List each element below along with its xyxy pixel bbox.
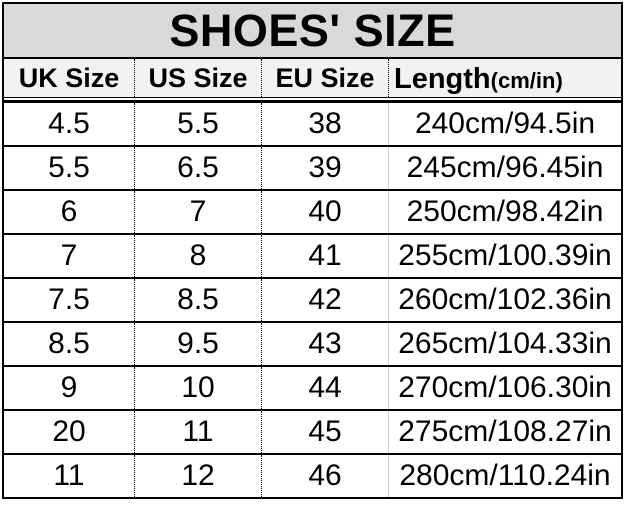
us-size-cell: 10	[134, 367, 261, 409]
us-size-cell: 7	[134, 191, 261, 233]
uk-size-cell: 20	[52, 415, 86, 448]
length-cell: 255cm/100.39in	[388, 235, 621, 277]
us-size-cell: 9.5	[134, 323, 261, 365]
eu-size-cell: 41	[261, 235, 388, 277]
table-row: 5.5 6.5 39 245cm/96.45in	[4, 147, 621, 191]
header-length-label: Length	[394, 63, 491, 95]
length-cell: 265cm/104.33in	[388, 323, 621, 365]
header-eu-size: EU Size	[261, 59, 388, 97]
eu-size-cell: 42	[261, 279, 388, 321]
length-cell: 250cm/98.42in	[388, 191, 621, 233]
table-header-row: UK Size US Size EU Size Length (cm/in)	[4, 59, 621, 97]
uk-size-cell: 6	[60, 195, 78, 228]
table-row: 11 12 46 280cm/110.24in	[4, 455, 621, 497]
us-size-cell: 11	[134, 411, 261, 453]
header-us-size: US Size	[134, 59, 261, 97]
header-uk-size: UK Size	[18, 62, 120, 93]
header-divider	[4, 97, 621, 103]
length-cell: 240cm/94.5in	[388, 103, 621, 145]
us-size-cell: 8.5	[134, 279, 261, 321]
table-row: 7 8 41 255cm/100.39in	[4, 235, 621, 279]
eu-size-cell: 40	[261, 191, 388, 233]
size-table: SHOES' SIZE UK Size US Size EU Size Leng…	[2, 2, 623, 499]
length-cell: 260cm/102.36in	[388, 279, 621, 321]
us-size-cell: 5.5	[134, 103, 261, 145]
us-size-cell: 6.5	[134, 147, 261, 189]
eu-size-cell: 44	[261, 367, 388, 409]
us-size-cell: 8	[134, 235, 261, 277]
header-length: Length (cm/in)	[388, 59, 621, 97]
table-row: 20 11 45 275cm/108.27in	[4, 411, 621, 455]
uk-size-cell: 9	[60, 371, 78, 404]
eu-size-cell: 43	[261, 323, 388, 365]
uk-size-cell: 7.5	[48, 283, 90, 316]
length-cell: 245cm/96.45in	[388, 147, 621, 189]
table-row: 9 10 44 270cm/106.30in	[4, 367, 621, 411]
eu-size-cell: 45	[261, 411, 388, 453]
us-size-cell: 12	[134, 455, 261, 497]
length-cell: 270cm/106.30in	[388, 367, 621, 409]
length-cell: 275cm/108.27in	[388, 411, 621, 453]
header-length-unit: (cm/in)	[490, 68, 563, 93]
uk-size-cell: 11	[53, 459, 85, 492]
uk-size-cell: 7	[60, 239, 78, 272]
length-cell: 280cm/110.24in	[388, 455, 621, 497]
eu-size-cell: 39	[261, 147, 388, 189]
table-title: SHOES' SIZE	[4, 4, 621, 59]
uk-size-cell: 4.5	[48, 107, 90, 140]
uk-size-cell: 5.5	[48, 151, 90, 184]
table-row: 8.5 9.5 43 265cm/104.33in	[4, 323, 621, 367]
table-row: 6 7 40 250cm/98.42in	[4, 191, 621, 235]
table-row: 7.5 8.5 42 260cm/102.36in	[4, 279, 621, 323]
table-row: 4.5 5.5 38 240cm/94.5in	[4, 103, 621, 147]
eu-size-cell: 46	[261, 455, 388, 497]
eu-size-cell: 38	[261, 103, 388, 145]
uk-size-cell: 8.5	[48, 327, 90, 360]
